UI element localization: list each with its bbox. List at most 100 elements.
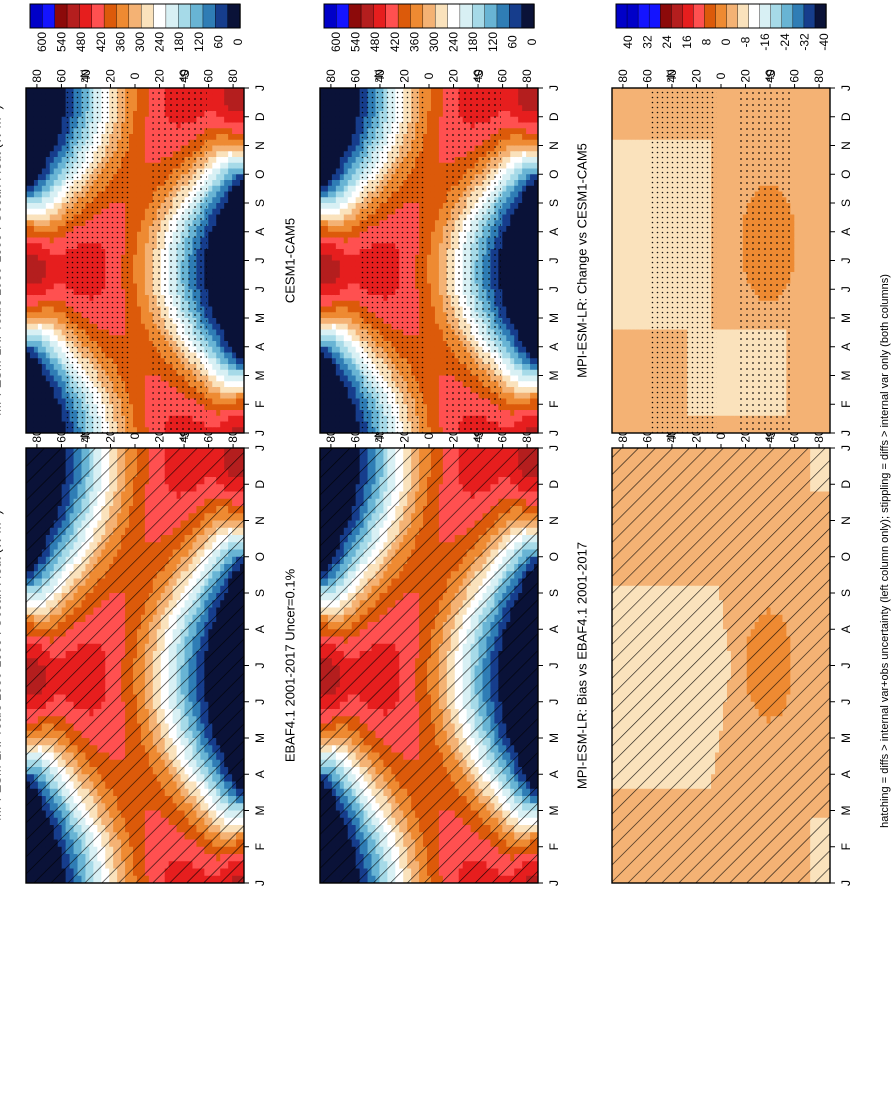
- heatmap-cell: [129, 93, 134, 101]
- heatmap-cell: [57, 122, 63, 129]
- heatmap-cell: [49, 185, 55, 193]
- heatmap-cell: [41, 398, 47, 405]
- heatmap-cell: [61, 243, 67, 250]
- heatmap-cell: [129, 323, 134, 331]
- heatmap-cell: [41, 226, 47, 233]
- heatmap-cell: [26, 105, 31, 112]
- heatmap-cell: [129, 122, 134, 129]
- heatmap-cell: [45, 289, 51, 296]
- heatmap-cell: [37, 99, 43, 106]
- heatmap-cell: [41, 214, 47, 221]
- heatmap-cell: [41, 318, 47, 325]
- heatmap-cell: [57, 145, 63, 152]
- heatmap-cell: [53, 197, 59, 204]
- heatmap-cell: [53, 185, 59, 193]
- heatmap-cell: [129, 139, 134, 147]
- heatmap-field: [26, 88, 244, 433]
- heatmap-cell: [41, 93, 47, 101]
- heatmap-cell: [37, 145, 43, 152]
- heatmap-cell: [29, 352, 35, 359]
- heatmap-cell: [53, 180, 59, 187]
- heatmap-cell: [61, 289, 67, 296]
- heatmap-cell: [33, 122, 39, 129]
- heatmap-cell: [45, 208, 51, 216]
- heatmap-cell: [29, 220, 35, 227]
- heatmap-cell: [61, 329, 67, 336]
- heatmap-cell: [49, 415, 55, 423]
- heatmap-cell: [61, 260, 67, 267]
- heatmap-cell: [53, 139, 59, 147]
- heatmap-cell: [129, 249, 134, 256]
- heatmap-cell: [57, 134, 63, 141]
- heatmap-cell: [33, 185, 39, 193]
- heatmap-cell: [37, 243, 43, 250]
- heatmap-cell: [53, 128, 59, 135]
- heatmap-cell: [57, 226, 63, 233]
- heatmap-cell: [57, 277, 63, 285]
- heatmap-cell: [29, 392, 35, 400]
- heatmap-cell: [49, 352, 55, 359]
- heatmap-cell: [37, 214, 43, 221]
- heatmap-cell: [37, 381, 43, 388]
- month-label: A: [253, 625, 267, 633]
- heatmap-cell: [53, 283, 59, 290]
- heatmap-cell: [26, 318, 31, 325]
- heatmap-cell: [37, 312, 43, 319]
- heatmap-cell: [53, 410, 59, 417]
- heatmap-cell: [49, 346, 55, 354]
- heatmap-cell: [49, 105, 55, 112]
- heatmap-cell: [33, 220, 39, 227]
- heatmap-cell: [57, 185, 63, 193]
- heatmap-cell: [37, 404, 43, 411]
- heatmap-cell: [41, 306, 47, 313]
- heatmap-cell: [45, 128, 51, 135]
- heatmap-cell: [53, 289, 59, 296]
- heatmap-cell: [61, 99, 67, 106]
- heatmap-cell: [61, 283, 67, 290]
- heatmap-cell: [61, 174, 67, 181]
- heatmap-cell: [129, 295, 134, 302]
- heatmap-cell: [41, 295, 47, 302]
- heatmap-cell: [129, 237, 134, 244]
- heatmap-cell: [61, 404, 67, 411]
- heatmap-cell: [57, 375, 63, 382]
- heatmap-cell: [26, 266, 31, 273]
- heatmap-cell: [49, 111, 55, 118]
- heatmap-cell: [57, 387, 63, 394]
- heatmap-cell: [129, 277, 134, 285]
- heatmap-cell: [45, 358, 51, 365]
- heatmap-cell: [129, 226, 134, 233]
- heatmap-cell: [33, 191, 39, 198]
- heatmap-cell: [41, 203, 47, 210]
- heatmap-cell: [45, 226, 51, 233]
- heatmap-cell: [37, 168, 43, 175]
- heatmap-cell: [61, 254, 67, 262]
- heatmap-cell: [29, 387, 35, 394]
- heatmap-cell: [45, 415, 51, 423]
- heatmap-cell: [33, 93, 39, 101]
- heatmap-cell: [45, 139, 51, 147]
- heatmap-cell: [129, 254, 134, 262]
- heatmap-cell: [45, 116, 51, 124]
- heatmap-cell: [33, 358, 39, 365]
- heatmap-cell: [129, 174, 134, 181]
- heatmap-cell: [53, 203, 59, 210]
- heatmap-cell: [129, 346, 134, 354]
- heatmap-cell: [49, 312, 55, 319]
- heatmap-cell: [26, 180, 31, 187]
- month-label: O: [253, 552, 267, 561]
- heatmap-cell: [45, 243, 51, 250]
- heatmap-cell: [53, 295, 59, 302]
- heatmap-cell: [61, 415, 67, 423]
- heatmap-cell: [129, 116, 134, 124]
- heatmap-cell: [29, 318, 35, 325]
- heatmap-cell: [33, 421, 39, 428]
- heatmap-cell: [29, 283, 35, 290]
- heatmap-cell: [41, 168, 47, 175]
- heatmap-cell: [33, 168, 39, 175]
- heatmap-cell: [45, 93, 51, 101]
- heatmap-cell: [49, 387, 55, 394]
- heatmap-cell: [129, 329, 134, 336]
- heatmap-cell: [45, 335, 51, 342]
- heatmap-cell: [53, 162, 59, 170]
